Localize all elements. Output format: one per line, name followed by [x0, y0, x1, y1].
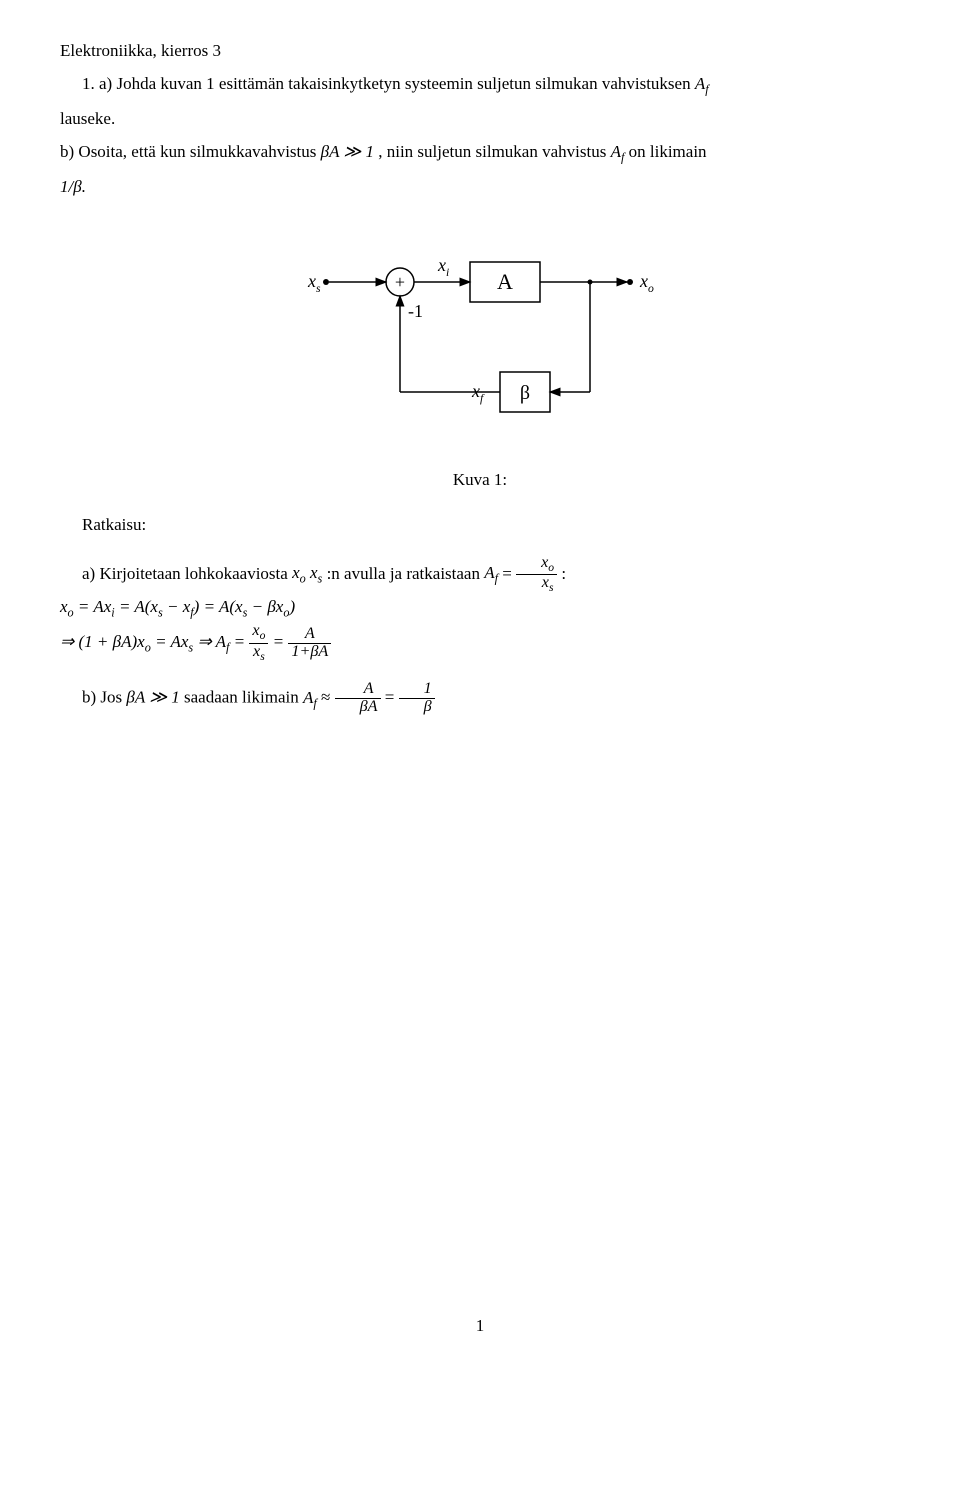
frac-A-1plusbetaA: A 1+βA: [288, 626, 331, 661]
problem-b-suffix: on likimain: [629, 142, 707, 161]
var-xo: xo: [292, 563, 306, 582]
equation-line-1: xo = Axi = A(xs − xf) = A(xs − βxo): [60, 596, 900, 621]
page-title: Elektroniikka, kierros 3: [60, 40, 900, 63]
var-Af: Af: [695, 74, 709, 93]
page-number: 1: [60, 1316, 900, 1336]
var-Af-b-sol: Af: [303, 688, 317, 707]
cond-betaA: βA ≫ 1: [321, 142, 374, 161]
var-Af-sol: Af: [484, 563, 498, 582]
frac-A-betaA: A βA: [335, 681, 381, 716]
var-Af-b: Af: [611, 142, 625, 161]
solution-heading: Ratkaisu:: [60, 514, 900, 537]
problem-b-mid: , niin suljetun silmukan vahvistus: [378, 142, 610, 161]
problem-b-prefix: b) Osoita, että kun silmukkavahvistus: [60, 142, 321, 161]
feedback-block-diagram: +-1 Aβ xs xi xo xf: [300, 237, 660, 437]
svg-text:+: +: [395, 272, 405, 292]
svg-text:xs: xs: [307, 271, 321, 295]
figure-caption: Kuva 1:: [60, 470, 900, 490]
frac-xo-xs: xo xs: [516, 555, 557, 595]
equation-line-2: ⇒ (1 + βA)xo = Axs ⇒ Af = xo xs = A 1+βA: [60, 623, 900, 663]
solution-b: b) Jos βA ≫ 1 saadaan likimain Af ≈ A βA…: [60, 681, 900, 716]
frac-xo-xs-2: xo xs: [249, 623, 268, 663]
svg-text:xi: xi: [437, 255, 449, 279]
svg-text:β: β: [520, 382, 530, 404]
problem-b-1overbeta: 1/β.: [60, 176, 900, 199]
svg-text:xf: xf: [471, 381, 485, 405]
svg-text:A: A: [497, 269, 513, 294]
block-diagram-figure: +-1 Aβ xs xi xo xf: [60, 237, 900, 442]
problem-part-a: 1. a) Johda kuvan 1 esittämän takaisinky…: [60, 73, 900, 98]
frac-1-beta: 1 β: [399, 681, 435, 716]
problem-part-b: b) Osoita, että kun silmukkavahvistus βA…: [60, 141, 900, 166]
svg-text:-1: -1: [408, 301, 423, 321]
problem-a-lauseke: lauseke.: [60, 108, 900, 131]
solution-a-intro: a) Kirjoitetaan lohkokaaviosta xo xs :n …: [60, 555, 900, 595]
problem-a-text: 1. a) Johda kuvan 1 esittämän takaisinky…: [82, 74, 695, 93]
var-xs: xs: [310, 563, 322, 582]
svg-text:xo: xo: [639, 271, 654, 295]
